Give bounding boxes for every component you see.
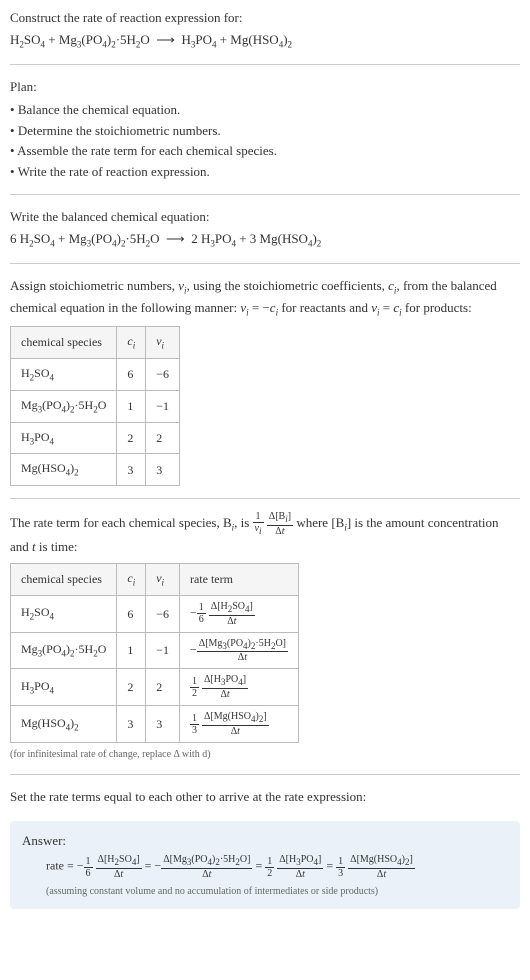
col-ci: ci [117, 326, 146, 358]
cell-rate: −Δ[Mg3(PO4)2·5H2O]Δt [179, 632, 298, 669]
divider [10, 498, 520, 499]
col-ci: ci [117, 563, 146, 595]
final-section: Set the rate terms equal to each other t… [0, 779, 530, 815]
cell-c: 2 [117, 422, 146, 454]
plan-item-text: Determine the stoichiometric numbers. [18, 123, 221, 138]
answer-note: (assuming constant volume and no accumul… [22, 884, 508, 899]
plan-heading: Plan: [10, 77, 520, 97]
cell-species: Mg3(PO4)2·5H2O [11, 632, 117, 669]
rateterm-table: chemical species ci νi rate term H2SO46−… [10, 563, 299, 743]
table-header-row: chemical species ci νi rate term [11, 563, 299, 595]
cell-c: 2 [117, 669, 146, 706]
cell-c: 6 [117, 358, 146, 390]
cell-species: Mg3(PO4)2·5H2O [11, 390, 117, 422]
cell-nu: −6 [146, 358, 180, 390]
cell-rate: 13 Δ[Mg(HSO4)2]Δt [179, 706, 298, 743]
stoich-table: chemical species ci νi H2SO46−6 Mg3(PO4)… [10, 326, 180, 486]
balanced-heading: Write the balanced chemical equation: [10, 207, 520, 227]
cell-rate: −16 Δ[H2SO4]Δt [179, 595, 298, 632]
intro-equation: H2SO4 + Mg3(PO4)2·5H2O ⟶ H3PO4 + Mg(HSO4… [10, 30, 520, 52]
plan-item-text: Assemble the rate term for each chemical… [17, 143, 277, 158]
plan-section: Plan: • Balance the chemical equation. •… [0, 69, 530, 191]
table-row: H3PO42212 Δ[H3PO4]Δt [11, 669, 299, 706]
answer-label: Answer: [22, 831, 508, 851]
plan-item: • Determine the stoichiometric numbers. [10, 121, 520, 141]
cell-c: 1 [117, 632, 146, 669]
stoich-section: Assign stoichiometric numbers, νi, using… [0, 268, 530, 495]
answer-equation: rate = −16 Δ[H2SO4]Δt = −Δ[Mg3(PO4)2·5H2… [22, 854, 508, 880]
plan-item: • Assemble the rate term for each chemic… [10, 141, 520, 161]
divider [10, 774, 520, 775]
cell-nu: 3 [146, 706, 180, 743]
col-species: chemical species [11, 326, 117, 358]
col-nui: νi [146, 563, 180, 595]
intro-prompt: Construct the rate of reaction expressio… [10, 8, 520, 28]
table-row: Mg3(PO4)2·5H2O1−1 [11, 390, 180, 422]
cell-species: H3PO4 [11, 669, 117, 706]
rateterm-section: The rate term for each chemical species,… [0, 503, 530, 770]
cell-nu: 2 [146, 669, 180, 706]
col-rate: rate term [179, 563, 298, 595]
col-species: chemical species [11, 563, 117, 595]
cell-species: H2SO4 [11, 358, 117, 390]
balanced-section: Write the balanced chemical equation: 6 … [0, 199, 530, 259]
cell-c: 6 [117, 595, 146, 632]
divider [10, 194, 520, 195]
cell-c: 1 [117, 390, 146, 422]
table-row: H2SO46−6−16 Δ[H2SO4]Δt [11, 595, 299, 632]
cell-nu: −1 [146, 632, 180, 669]
intro-section: Construct the rate of reaction expressio… [0, 0, 530, 60]
table-row: Mg(HSO4)23313 Δ[Mg(HSO4)2]Δt [11, 706, 299, 743]
plan-list: • Balance the chemical equation. • Deter… [10, 100, 520, 181]
cell-nu: −6 [146, 595, 180, 632]
plan-item: • Write the rate of reaction expression. [10, 162, 520, 182]
cell-species: Mg(HSO4)2 [11, 706, 117, 743]
table-row: H2SO46−6 [11, 358, 180, 390]
rateterm-text: The rate term for each chemical species,… [10, 511, 520, 556]
cell-c: 3 [117, 454, 146, 486]
cell-nu: 2 [146, 422, 180, 454]
stoich-text: Assign stoichiometric numbers, νi, using… [10, 276, 520, 320]
cell-nu: 3 [146, 454, 180, 486]
plan-item-text: Write the rate of reaction expression. [18, 164, 210, 179]
rateterm-note: (for infinitesimal rate of change, repla… [10, 747, 520, 762]
cell-species: Mg(HSO4)2 [11, 454, 117, 486]
cell-species: H2SO4 [11, 595, 117, 632]
divider [10, 263, 520, 264]
plan-item-text: Balance the chemical equation. [18, 102, 180, 117]
cell-c: 3 [117, 706, 146, 743]
cell-species: H3PO4 [11, 422, 117, 454]
col-nui: νi [146, 326, 180, 358]
table-row: Mg3(PO4)2·5H2O1−1−Δ[Mg3(PO4)2·5H2O]Δt [11, 632, 299, 669]
table-row: H3PO422 [11, 422, 180, 454]
balanced-equation: 6 H2SO4 + Mg3(PO4)2·5H2O ⟶ 2 H3PO4 + 3 M… [10, 229, 520, 251]
table-header-row: chemical species ci νi [11, 326, 180, 358]
cell-nu: −1 [146, 390, 180, 422]
divider [10, 64, 520, 65]
plan-item: • Balance the chemical equation. [10, 100, 520, 120]
table-row: Mg(HSO4)233 [11, 454, 180, 486]
cell-rate: 12 Δ[H3PO4]Δt [179, 669, 298, 706]
answer-box: Answer: rate = −16 Δ[H2SO4]Δt = −Δ[Mg3(P… [10, 821, 520, 909]
final-heading: Set the rate terms equal to each other t… [10, 787, 520, 807]
